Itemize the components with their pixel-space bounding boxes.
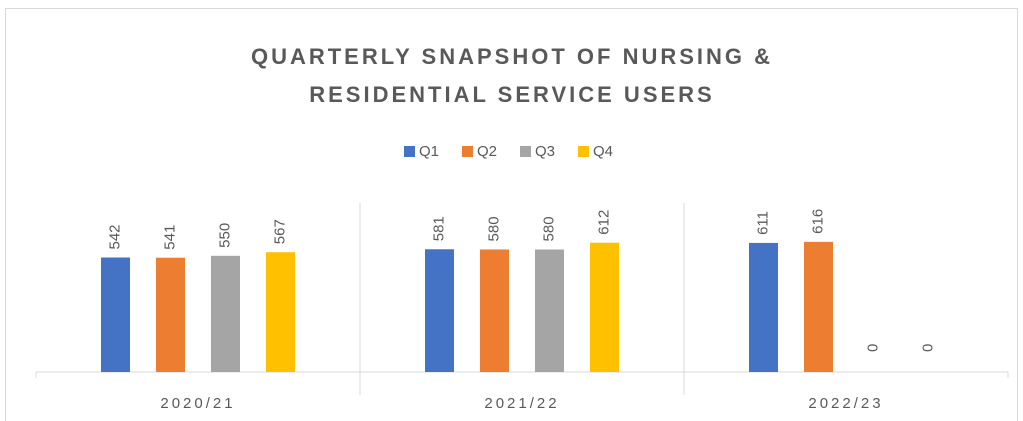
x-tick-label: 2022/23 xyxy=(808,395,883,412)
bar xyxy=(156,257,185,372)
data-label: 541 xyxy=(161,225,178,250)
bar xyxy=(590,242,619,372)
bar xyxy=(480,249,509,372)
data-label: 616 xyxy=(809,209,826,234)
legend-label: Q3 xyxy=(535,143,555,160)
chart-title: RESIDENTIAL SERVICE USERS xyxy=(309,82,714,107)
bar xyxy=(749,242,778,372)
data-label: 0 xyxy=(864,344,881,352)
data-label: 612 xyxy=(595,210,612,235)
data-label: 580 xyxy=(485,216,502,241)
legend-label: Q4 xyxy=(593,143,613,160)
data-label: 611 xyxy=(754,211,771,235)
legend-label: Q1 xyxy=(419,143,439,160)
data-label: 580 xyxy=(540,216,557,241)
bar xyxy=(101,257,130,372)
bar xyxy=(266,252,295,372)
bar xyxy=(804,241,833,372)
data-label: 542 xyxy=(106,224,123,249)
x-tick-label: 2020/21 xyxy=(160,395,235,412)
legend-swatch xyxy=(520,146,531,157)
legend-label: Q2 xyxy=(477,143,497,160)
legend-swatch xyxy=(578,146,589,157)
data-label: 567 xyxy=(271,219,288,244)
bar xyxy=(535,249,564,372)
data-label: 581 xyxy=(430,216,447,241)
x-tick-label: 2021/22 xyxy=(484,395,559,412)
data-label: 0 xyxy=(919,344,936,352)
chart-title: QUARTERLY SNAPSHOT OF NURSING & xyxy=(251,44,773,69)
bar xyxy=(211,255,240,372)
legend-swatch xyxy=(404,146,415,157)
legend-swatch xyxy=(462,146,473,157)
bar xyxy=(425,249,454,372)
data-label: 550 xyxy=(216,223,233,248)
